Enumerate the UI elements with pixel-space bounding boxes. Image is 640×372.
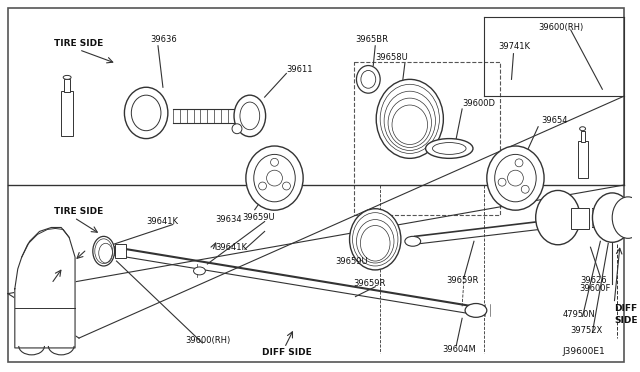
Ellipse shape: [356, 65, 380, 93]
Text: 39604M: 39604M: [442, 346, 476, 355]
Bar: [353, 62, 500, 215]
Ellipse shape: [426, 139, 473, 158]
Circle shape: [259, 182, 266, 190]
Ellipse shape: [124, 87, 168, 139]
Ellipse shape: [240, 102, 260, 130]
Ellipse shape: [405, 236, 420, 246]
Text: J39600E1: J39600E1: [563, 347, 605, 356]
Bar: [115, 244, 126, 258]
Bar: [580, 131, 584, 142]
Polygon shape: [15, 227, 75, 348]
Bar: [578, 141, 588, 178]
Text: 39600D: 39600D: [462, 99, 495, 108]
Text: 39752X: 39752X: [571, 326, 603, 335]
Ellipse shape: [254, 154, 295, 202]
Ellipse shape: [376, 79, 444, 158]
Ellipse shape: [193, 267, 205, 275]
Text: 39741K: 39741K: [499, 42, 531, 51]
Text: 39600(RH): 39600(RH): [186, 336, 231, 344]
Text: 39626: 39626: [580, 276, 607, 285]
Bar: [61, 91, 73, 136]
Circle shape: [232, 124, 242, 134]
Circle shape: [498, 178, 506, 186]
Bar: [571, 208, 589, 230]
Text: 39659U: 39659U: [242, 213, 275, 222]
Text: 39634: 39634: [215, 215, 242, 224]
Text: 39600F: 39600F: [579, 284, 610, 293]
Ellipse shape: [234, 95, 266, 137]
Ellipse shape: [93, 236, 115, 266]
Ellipse shape: [63, 76, 71, 79]
Text: DIFF SIDE: DIFF SIDE: [262, 348, 312, 357]
Ellipse shape: [349, 209, 401, 270]
Text: 39659R: 39659R: [353, 279, 386, 288]
Ellipse shape: [580, 127, 586, 131]
Text: 39659U: 39659U: [336, 257, 369, 266]
Circle shape: [271, 158, 278, 166]
Text: 39641K: 39641K: [215, 243, 247, 252]
Text: 39654: 39654: [541, 116, 568, 125]
Ellipse shape: [612, 197, 640, 238]
Circle shape: [515, 159, 523, 167]
Text: 39659R: 39659R: [446, 276, 479, 285]
Ellipse shape: [361, 70, 376, 88]
Ellipse shape: [433, 142, 466, 154]
Text: 39600(RH): 39600(RH): [538, 23, 584, 32]
Ellipse shape: [495, 154, 536, 202]
Circle shape: [282, 182, 291, 190]
Text: 39658U: 39658U: [375, 53, 408, 62]
Ellipse shape: [593, 193, 632, 242]
Circle shape: [521, 185, 529, 193]
Text: SIDE: SIDE: [614, 316, 637, 325]
Text: 39636: 39636: [150, 35, 177, 44]
Ellipse shape: [465, 304, 487, 317]
Text: TIRE SIDE: TIRE SIDE: [54, 207, 104, 216]
Ellipse shape: [536, 190, 580, 245]
Text: DIFF: DIFF: [614, 304, 637, 313]
Text: TIRE SIDE: TIRE SIDE: [54, 39, 104, 48]
Ellipse shape: [131, 95, 161, 131]
Ellipse shape: [487, 146, 544, 210]
Ellipse shape: [246, 146, 303, 210]
Text: 3965BR: 3965BR: [355, 35, 388, 44]
Bar: [64, 79, 70, 92]
Text: 39611: 39611: [286, 65, 313, 74]
Text: 39641K: 39641K: [146, 217, 178, 226]
Text: 47950N: 47950N: [563, 310, 596, 319]
